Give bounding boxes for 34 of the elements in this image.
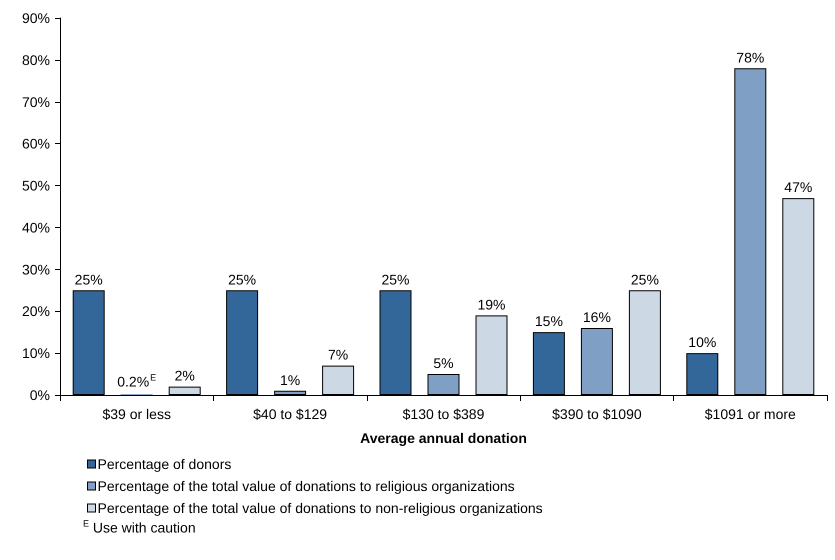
y-tick-label: 20%	[22, 303, 50, 320]
data-label: 47%	[784, 179, 812, 196]
x-axis-title: Average annual donation	[360, 430, 527, 446]
x-tick-label: $390 to $1090	[552, 406, 642, 422]
text: E Use with caution	[83, 518, 196, 536]
data-label: 15%	[534, 313, 563, 330]
legend-label: Percentage of the total value of donations to religious organizations	[98, 478, 515, 494]
y-tick-label: 80%	[22, 52, 50, 68]
data-label: 1%	[280, 372, 300, 388]
data-label: 25%	[630, 271, 659, 288]
y-tick-label: 90%	[22, 10, 50, 26]
data-label: 10%	[688, 334, 716, 350]
legend-label: Percentage of the total value of donations to non-religious organizations	[98, 500, 543, 516]
legend-label: Percentage of donors	[98, 456, 232, 472]
data-label: 25%	[381, 271, 410, 288]
data-label: 7%	[328, 346, 348, 363]
y-tick-label: 10%	[22, 345, 50, 362]
data-label: 25%	[74, 271, 103, 288]
data-label: 5%	[433, 355, 454, 372]
data-label: 78%	[736, 49, 764, 66]
data-label: 19%	[477, 296, 506, 312]
data-label: 2%	[174, 368, 195, 384]
y-tick-label: 70%	[22, 94, 50, 110]
data-label: 16%	[582, 308, 611, 325]
x-tick-label: $40 to $129	[253, 406, 328, 422]
y-tick-label: 30%	[22, 261, 50, 278]
y-tick-label: 60%	[22, 136, 50, 152]
y-tick-label: 0%	[30, 387, 50, 403]
y-tick-label: 50%	[22, 178, 50, 194]
x-tick-label: $39 or less	[102, 406, 171, 422]
data-label: 25%	[228, 271, 256, 288]
x-tick-label: $130 to $389	[402, 406, 485, 422]
y-tick-label: 40%	[22, 219, 50, 236]
x-tick-label: $1091 or more	[704, 406, 796, 422]
